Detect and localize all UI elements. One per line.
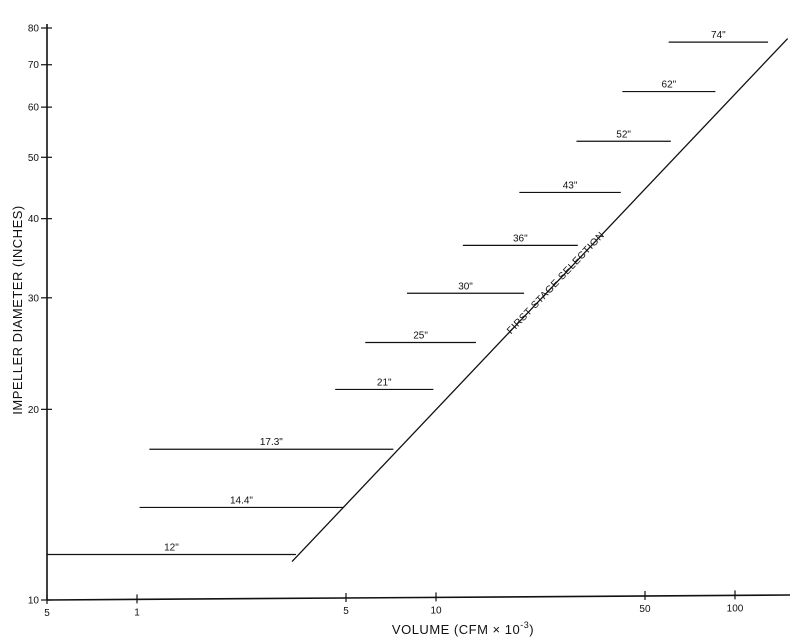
y-tick-label-80: 80 xyxy=(28,24,40,35)
y-tick-label-60: 60 xyxy=(28,103,40,114)
impeller-label-10: 74" xyxy=(711,30,726,41)
y-axis-title: IMPELLER DIAMETER (INCHES) xyxy=(10,205,25,414)
y-tick-label-50: 50 xyxy=(28,153,40,164)
x-tick-label-2: 5 xyxy=(343,606,349,617)
selection-line xyxy=(291,38,789,563)
y-tick-label-30: 30 xyxy=(28,293,40,304)
impeller-label-4: 25" xyxy=(413,331,428,342)
x-tick-label-1: 1 xyxy=(134,607,140,618)
impeller-label-9: 62" xyxy=(662,80,677,91)
x-axis-title-exponent: -3 xyxy=(520,620,529,630)
x-axis: 5 1 5 10 50 100 xyxy=(44,590,791,619)
impeller-label-1: 14.4" xyxy=(230,495,253,506)
y-ticks: 10 20 30 40 50 60 70 80 xyxy=(28,24,52,607)
impeller-size-lines: 12" 14.4" 17.3" 21" 25" 30" 36" 43" 52" 62" 74" xyxy=(47,30,769,556)
x-tick-label-3: 10 xyxy=(430,605,442,616)
first-stage-selection: FIRST STAGE SELECTION xyxy=(291,38,789,563)
impeller-label-7: 43" xyxy=(563,180,578,191)
y-tick-label-40: 40 xyxy=(28,214,40,225)
impeller-label-6: 36" xyxy=(513,233,528,244)
x-tick-label-5: 100 xyxy=(727,603,744,614)
impeller-label-0: 12" xyxy=(164,542,179,553)
impeller-label-8: 52" xyxy=(616,129,631,140)
x-tick-label-0: 5 xyxy=(44,608,50,619)
x-tick-label-4: 50 xyxy=(639,604,651,615)
x-ticks: 5 1 5 10 50 100 xyxy=(44,590,744,619)
impeller-label-2: 17.3" xyxy=(260,437,283,448)
y-axis: 10 20 30 40 50 60 70 80 xyxy=(28,24,52,607)
x-axis-line xyxy=(46,594,791,601)
x-axis-title-suffix: ) xyxy=(529,622,534,637)
x-axis-title-main: VOLUME (CFM × 10 xyxy=(392,622,520,637)
impeller-label-3: 21" xyxy=(377,377,392,388)
y-tick-label-70: 70 xyxy=(28,60,40,71)
impeller-label-5: 30" xyxy=(458,281,473,292)
x-axis-title: VOLUME (CFM × 10-3) xyxy=(392,620,534,637)
y-tick-label-20: 20 xyxy=(28,405,40,416)
y-tick-label-10: 10 xyxy=(28,596,40,607)
